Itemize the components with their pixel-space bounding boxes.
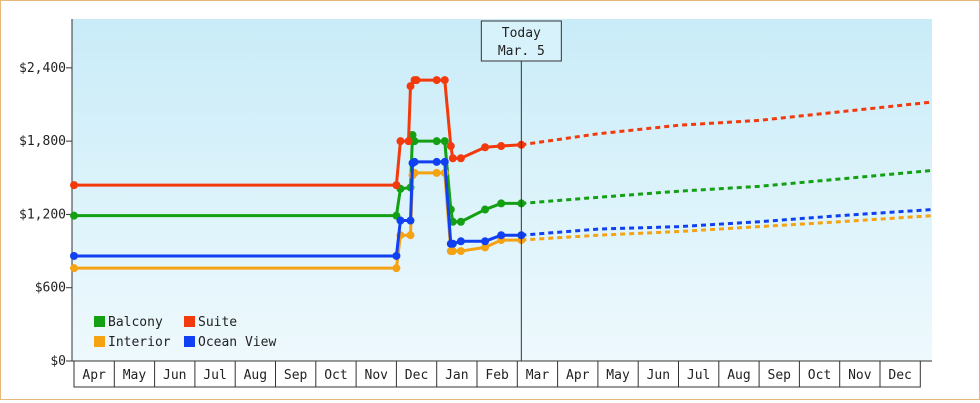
- x-tick-label: Aug: [727, 368, 750, 383]
- series-ocean-view: [70, 157, 933, 260]
- x-tick-label: Oct: [808, 368, 831, 383]
- data-point: [432, 137, 441, 146]
- data-point: [392, 251, 401, 260]
- x-tick-label: Aug: [244, 368, 267, 383]
- series-suite: [70, 76, 933, 190]
- data-point: [456, 247, 465, 256]
- x-tick-label: Jun: [163, 368, 186, 383]
- legend-label: Balcony: [108, 315, 163, 330]
- forecast-line: [521, 214, 933, 242]
- data-point: [392, 181, 401, 190]
- data-point: [396, 137, 405, 146]
- today-marker: Today Mar. 5: [480, 20, 562, 361]
- data-point: [497, 231, 506, 240]
- data-point: [481, 143, 490, 152]
- data-point: [497, 142, 506, 151]
- data-point: [70, 211, 78, 220]
- data-point: [70, 251, 78, 260]
- x-tick-label: Jul: [687, 368, 710, 383]
- data-point: [448, 154, 457, 163]
- month-strip: [73, 360, 921, 388]
- legend-swatch: [94, 336, 105, 347]
- legend-item: Balcony: [94, 315, 163, 330]
- data-point: [432, 76, 441, 85]
- data-point: [440, 157, 449, 166]
- x-tick-label: Dec: [888, 368, 911, 383]
- x-tick-label: Nov: [365, 368, 389, 383]
- y-tick-label: $1,200: [19, 207, 66, 222]
- forecast-line: [521, 208, 933, 237]
- data-point: [406, 231, 415, 240]
- x-tick-label: Jun: [647, 368, 670, 383]
- x-tick-label: Nov: [848, 368, 872, 383]
- legend-swatch: [184, 336, 195, 347]
- today-date: Mar. 5: [498, 44, 545, 59]
- data-point: [406, 82, 415, 91]
- legend-label: Suite: [198, 315, 237, 330]
- x-tick-label: May: [123, 368, 147, 383]
- data-point: [497, 199, 506, 208]
- data-point: [412, 76, 421, 85]
- data-point: [456, 154, 465, 163]
- data-point: [392, 264, 401, 273]
- x-tick-label: May: [606, 368, 630, 383]
- data-point: [396, 216, 405, 225]
- x-tick-label: Jul: [203, 368, 226, 383]
- legend: Balcony Suite Interior Ocean View: [94, 315, 276, 350]
- x-tick-label: Oct: [324, 368, 347, 383]
- legend-swatch: [94, 316, 105, 327]
- plot-background: [72, 19, 932, 361]
- data-point: [448, 239, 457, 248]
- data-point: [70, 264, 78, 273]
- today-label: Today: [502, 26, 541, 41]
- data-point: [481, 205, 490, 214]
- series-balcony: [70, 131, 933, 226]
- today-label-box: [480, 20, 562, 62]
- data-point: [408, 131, 417, 140]
- data-point: [446, 142, 455, 151]
- data-point: [404, 137, 413, 146]
- x-axis: Apr May Jun Jul Aug Sep Oct Nov Dec Jan Feb Mar Apr M…: [72, 360, 932, 388]
- data-point: [440, 76, 449, 85]
- x-tick-label: Dec: [405, 368, 428, 383]
- y-tick-label: $0: [50, 354, 66, 369]
- y-tick-label: $1,800: [19, 134, 66, 149]
- y-tick-label: $2,400: [19, 61, 66, 76]
- x-tick-label: Mar: [526, 368, 550, 383]
- legend-item: Suite: [184, 315, 237, 330]
- x-tick-label: Sep: [284, 368, 308, 383]
- legend-item: Interior: [94, 335, 171, 350]
- data-point: [410, 157, 419, 166]
- data-point: [456, 237, 465, 246]
- data-point: [456, 217, 465, 226]
- legend-label: Interior: [108, 335, 171, 350]
- series-layer: [70, 76, 933, 273]
- y-tick-label: $600: [35, 281, 66, 296]
- x-tick-label: Apr: [82, 368, 106, 383]
- data-point: [410, 137, 419, 146]
- x-tick-label: Apr: [566, 368, 590, 383]
- data-point: [70, 181, 78, 190]
- forecast-line: [521, 168, 933, 205]
- legend-label: Ocean View: [198, 335, 276, 350]
- data-point: [481, 237, 490, 246]
- data-point: [432, 168, 441, 177]
- data-point: [440, 137, 449, 146]
- data-point: [406, 216, 415, 225]
- data-point: [448, 247, 457, 256]
- x-tick-label: Jan: [445, 368, 468, 383]
- data-point: [481, 243, 490, 252]
- x-tick-label: Sep: [768, 368, 792, 383]
- x-tick-label: Feb: [485, 368, 509, 383]
- legend-swatch: [184, 316, 195, 327]
- legend-item: Ocean View: [184, 335, 276, 350]
- y-axis: $0 $600 $1,200 $1,800 $2,400: [19, 19, 73, 369]
- forecast-line: [521, 100, 933, 147]
- data-point: [432, 157, 441, 166]
